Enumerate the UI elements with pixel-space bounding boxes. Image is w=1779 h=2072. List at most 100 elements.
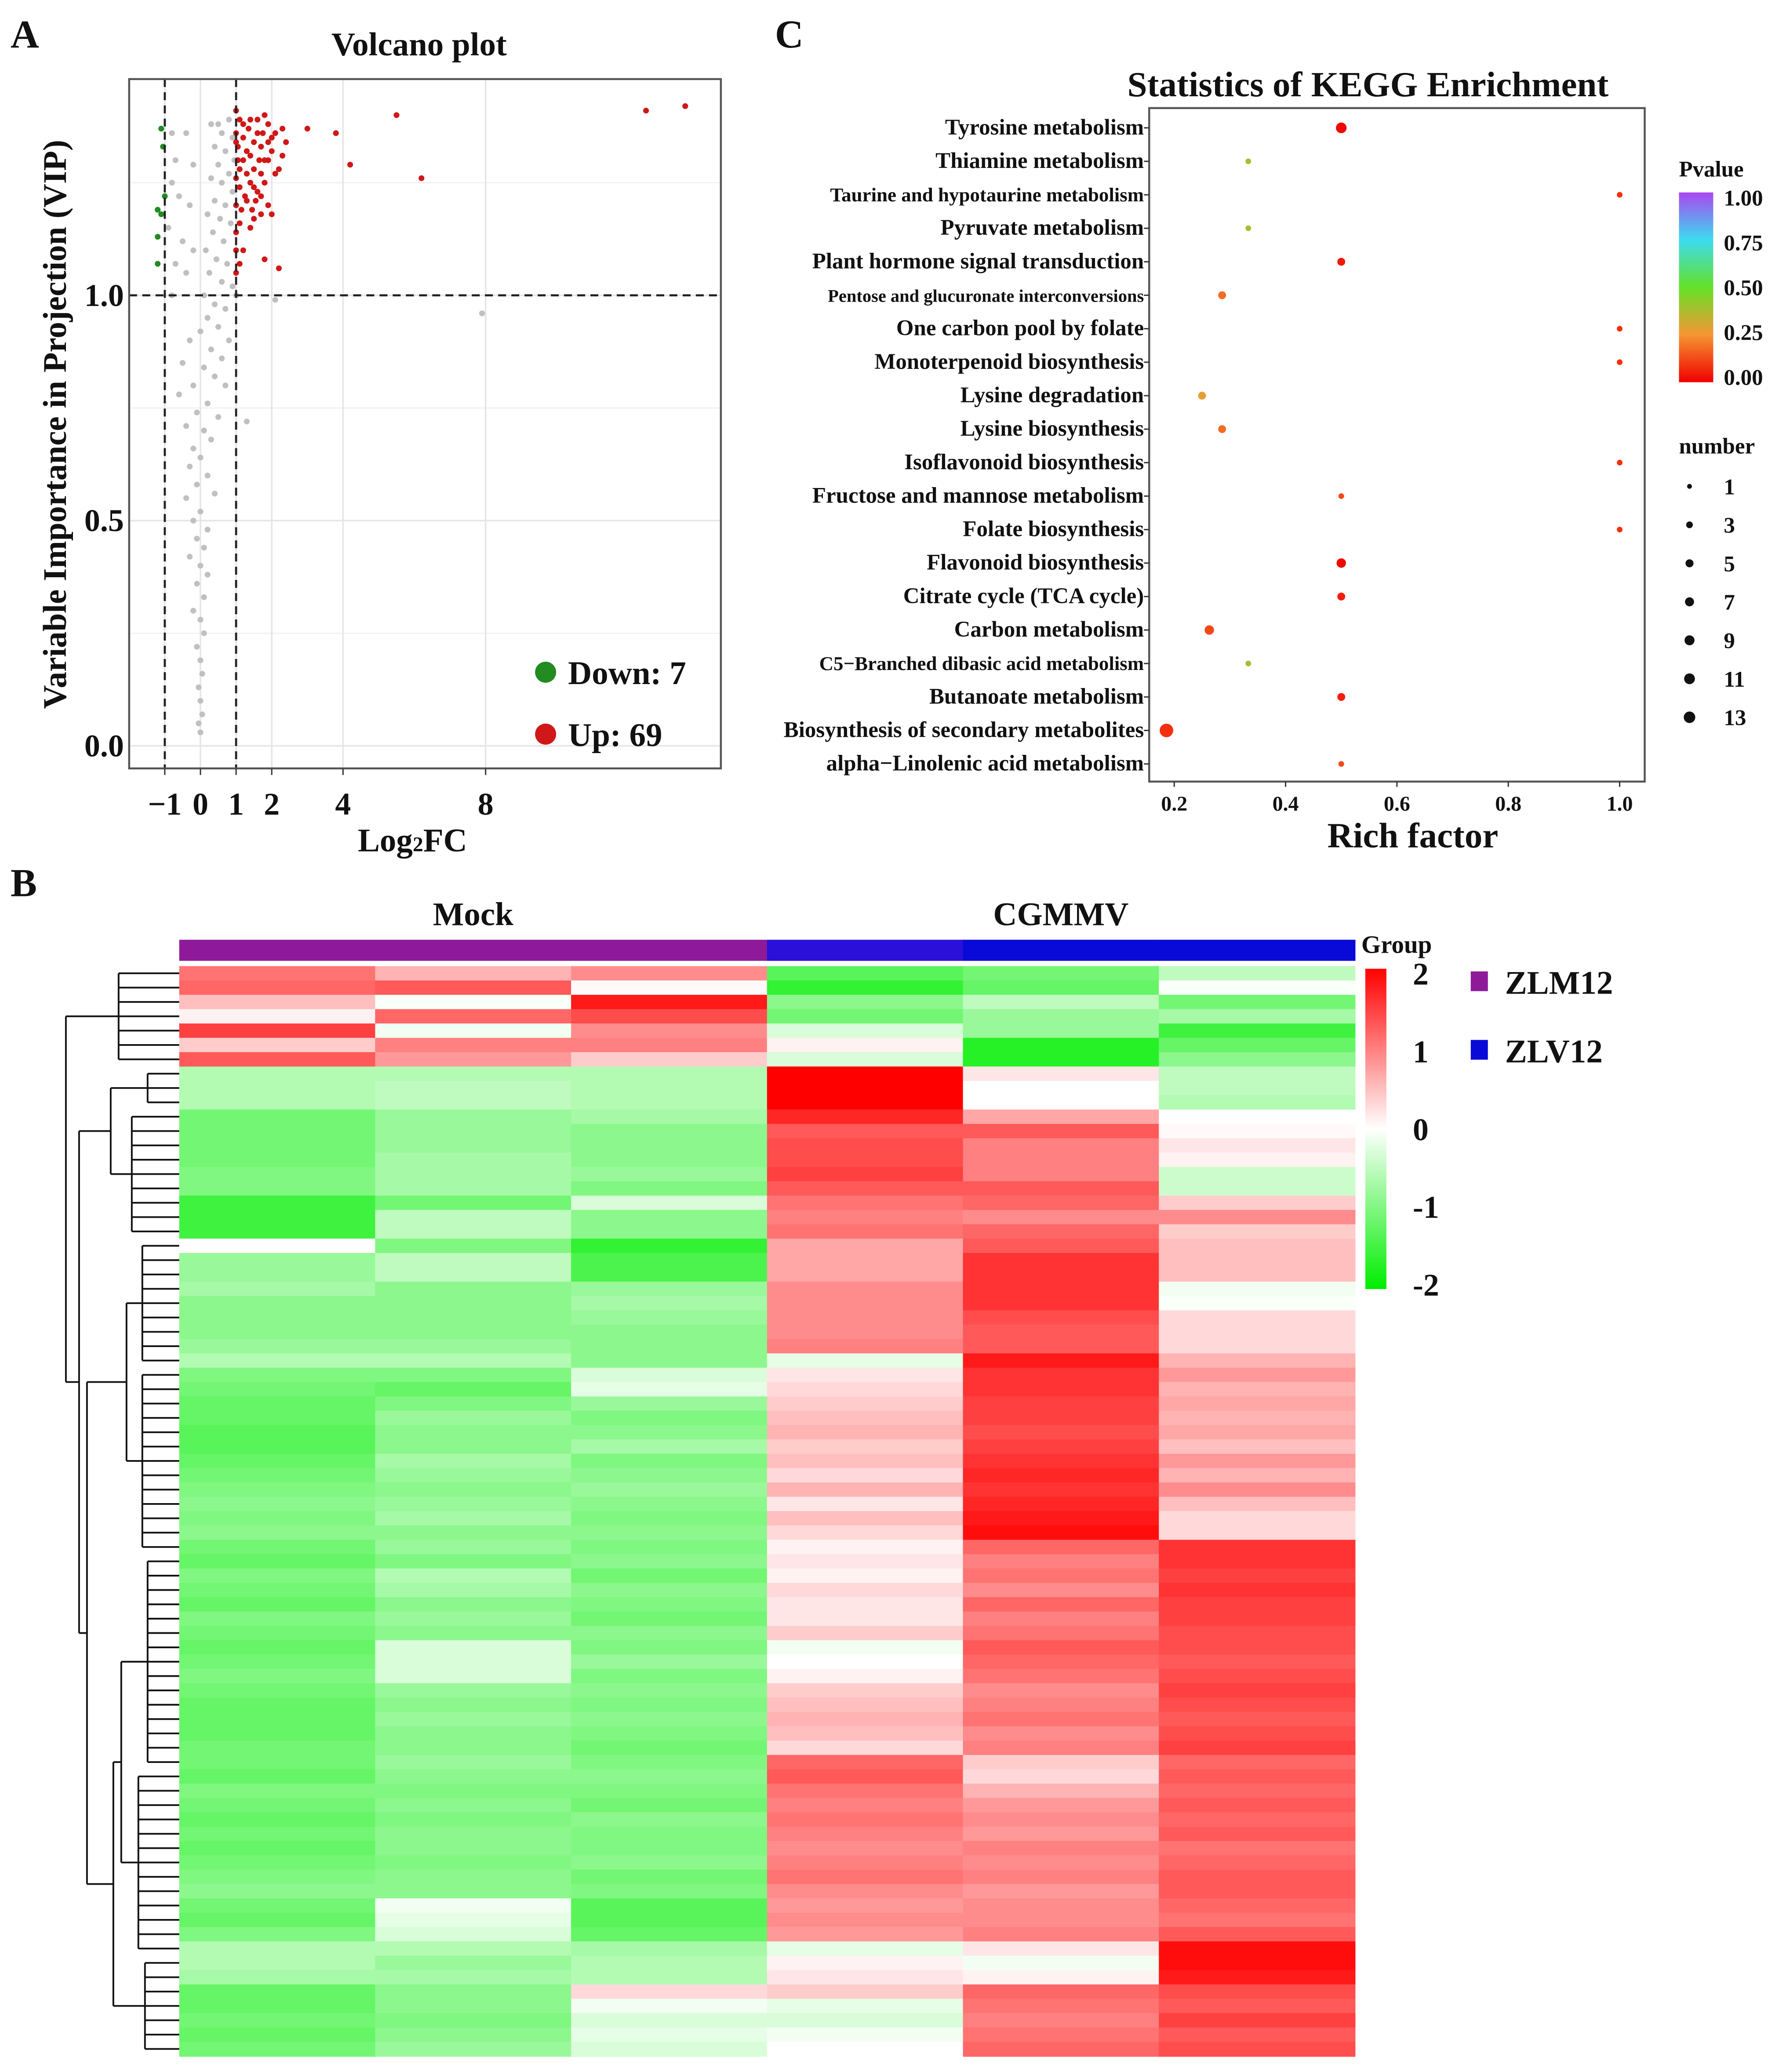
enrichment-point xyxy=(1617,359,1623,365)
heatmap-cell xyxy=(963,1367,1160,1383)
up-point xyxy=(258,193,264,199)
heatmap-cell xyxy=(179,1038,376,1053)
heatmap-cell xyxy=(767,1755,964,1770)
heatmap-cell xyxy=(375,1755,572,1770)
heatmap-cell xyxy=(1159,1927,1356,1942)
heatmap-cell xyxy=(571,1453,768,1469)
heatmap-cell xyxy=(1159,1310,1356,1325)
enrichment-point xyxy=(1245,225,1251,231)
ns-point xyxy=(165,225,171,231)
heatmap-cell xyxy=(375,1869,572,1885)
pvalue-tick-label: 0.75 xyxy=(1724,231,1763,256)
heatmap-cell xyxy=(375,1382,572,1397)
heatmap-cell xyxy=(375,1841,572,1856)
heatmap-cell xyxy=(1159,1052,1356,1067)
heatmap-cell xyxy=(767,1195,964,1211)
heatmap-cell xyxy=(767,1081,964,1096)
x-tick-label: 0 xyxy=(193,787,208,822)
heatmap-cell xyxy=(571,1784,768,1799)
heatmap-cell xyxy=(571,1425,768,1440)
heatmap-cell xyxy=(963,1812,1160,1828)
ns-point xyxy=(172,157,178,163)
heatmap-cell xyxy=(571,1238,768,1254)
heatmap-cell xyxy=(375,1310,572,1325)
heatmap-cell xyxy=(375,1511,572,1526)
x-tick-label: −1 xyxy=(148,787,182,822)
heatmap-cell xyxy=(963,1669,1160,1684)
heatmap-cell xyxy=(375,1195,572,1211)
ns-point xyxy=(187,554,193,560)
heatmap-cell xyxy=(375,1296,572,1311)
heatmap-cell xyxy=(179,1654,376,1670)
heatmap-cell xyxy=(375,1769,572,1784)
heatmap-cell xyxy=(375,1410,572,1426)
heatmap-cell xyxy=(1159,1568,1356,1584)
colorbar-tick-label: -2 xyxy=(1413,1267,1439,1303)
heatmap-cell xyxy=(767,1511,964,1526)
heatmap-cell xyxy=(375,1640,572,1655)
ns-point xyxy=(219,355,225,361)
up-point xyxy=(247,179,254,186)
ns-point xyxy=(183,130,189,136)
y-tick-label: 1.0 xyxy=(84,278,124,313)
heatmap-cell xyxy=(1159,1282,1356,1297)
ns-point xyxy=(194,409,200,415)
heatmap-cell xyxy=(179,1611,376,1627)
ns-point xyxy=(197,509,204,515)
heatmap-cell xyxy=(375,1855,572,1871)
heatmap-cell xyxy=(767,1482,964,1498)
heatmap-cell xyxy=(375,1439,572,1455)
up-point xyxy=(269,211,275,217)
size-legend-dot xyxy=(1684,711,1695,723)
heatmap-cell xyxy=(179,1367,376,1383)
heatmap-cell xyxy=(767,1425,964,1440)
heatmap-cell xyxy=(375,1253,572,1268)
heatmap-cell xyxy=(767,1869,964,1885)
heatmap-cell xyxy=(375,1453,572,1469)
heatmap-cell xyxy=(1159,1898,1356,1914)
ns-point xyxy=(190,161,196,168)
heatmap-cell xyxy=(179,1167,376,1182)
ns-point xyxy=(208,346,214,353)
enrichment-point xyxy=(1338,761,1344,767)
heatmap-cell xyxy=(767,966,964,981)
heatmap-cell xyxy=(1159,1238,1356,1254)
heatmap-cell xyxy=(571,1009,768,1024)
heatmap-cell xyxy=(375,1038,572,1053)
size-legend-label: 9 xyxy=(1724,629,1735,653)
ns-point xyxy=(194,481,200,488)
heatmap-cell xyxy=(767,1296,964,1311)
heatmap-cell xyxy=(767,1310,964,1325)
heatmap-cell xyxy=(963,1138,1160,1154)
heatmap-cell xyxy=(1159,1439,1356,1455)
heatmap-cell xyxy=(179,1482,376,1498)
heatmap-cell xyxy=(1159,1654,1356,1670)
heatmap-cell xyxy=(179,1410,376,1426)
heatmap-cell xyxy=(375,1912,572,1928)
heatmap-cell xyxy=(571,1167,768,1182)
heatmap-cell xyxy=(375,1167,572,1182)
heatmap-cell xyxy=(571,1066,768,1082)
heatmap-cell xyxy=(1159,1955,1356,1971)
heatmap-cell xyxy=(1159,1023,1356,1039)
ns-point xyxy=(210,229,216,235)
heatmap-cell xyxy=(375,1109,572,1125)
ns-point xyxy=(187,202,193,208)
down-point xyxy=(155,233,161,240)
heatmap-cell xyxy=(767,1798,964,1813)
heatmap-cell xyxy=(179,1970,376,1985)
heatmap-cell xyxy=(179,1898,376,1914)
heatmap-cell xyxy=(767,1009,964,1024)
category-label: Thiamine metabolism xyxy=(935,149,1144,173)
heatmap-cell xyxy=(1159,1425,1356,1440)
heatmap-cell xyxy=(963,1869,1160,1885)
x-tick-label: 0.6 xyxy=(1384,792,1410,816)
heatmap-cell xyxy=(179,1396,376,1412)
ns-point xyxy=(217,215,223,222)
group-annotation-cell xyxy=(963,940,1160,961)
heatmap-cell xyxy=(375,1267,572,1282)
ns-point xyxy=(179,238,186,244)
heatmap-cell xyxy=(1159,1826,1356,1842)
pvalue-legend-title: Pvalue xyxy=(1679,157,1743,182)
